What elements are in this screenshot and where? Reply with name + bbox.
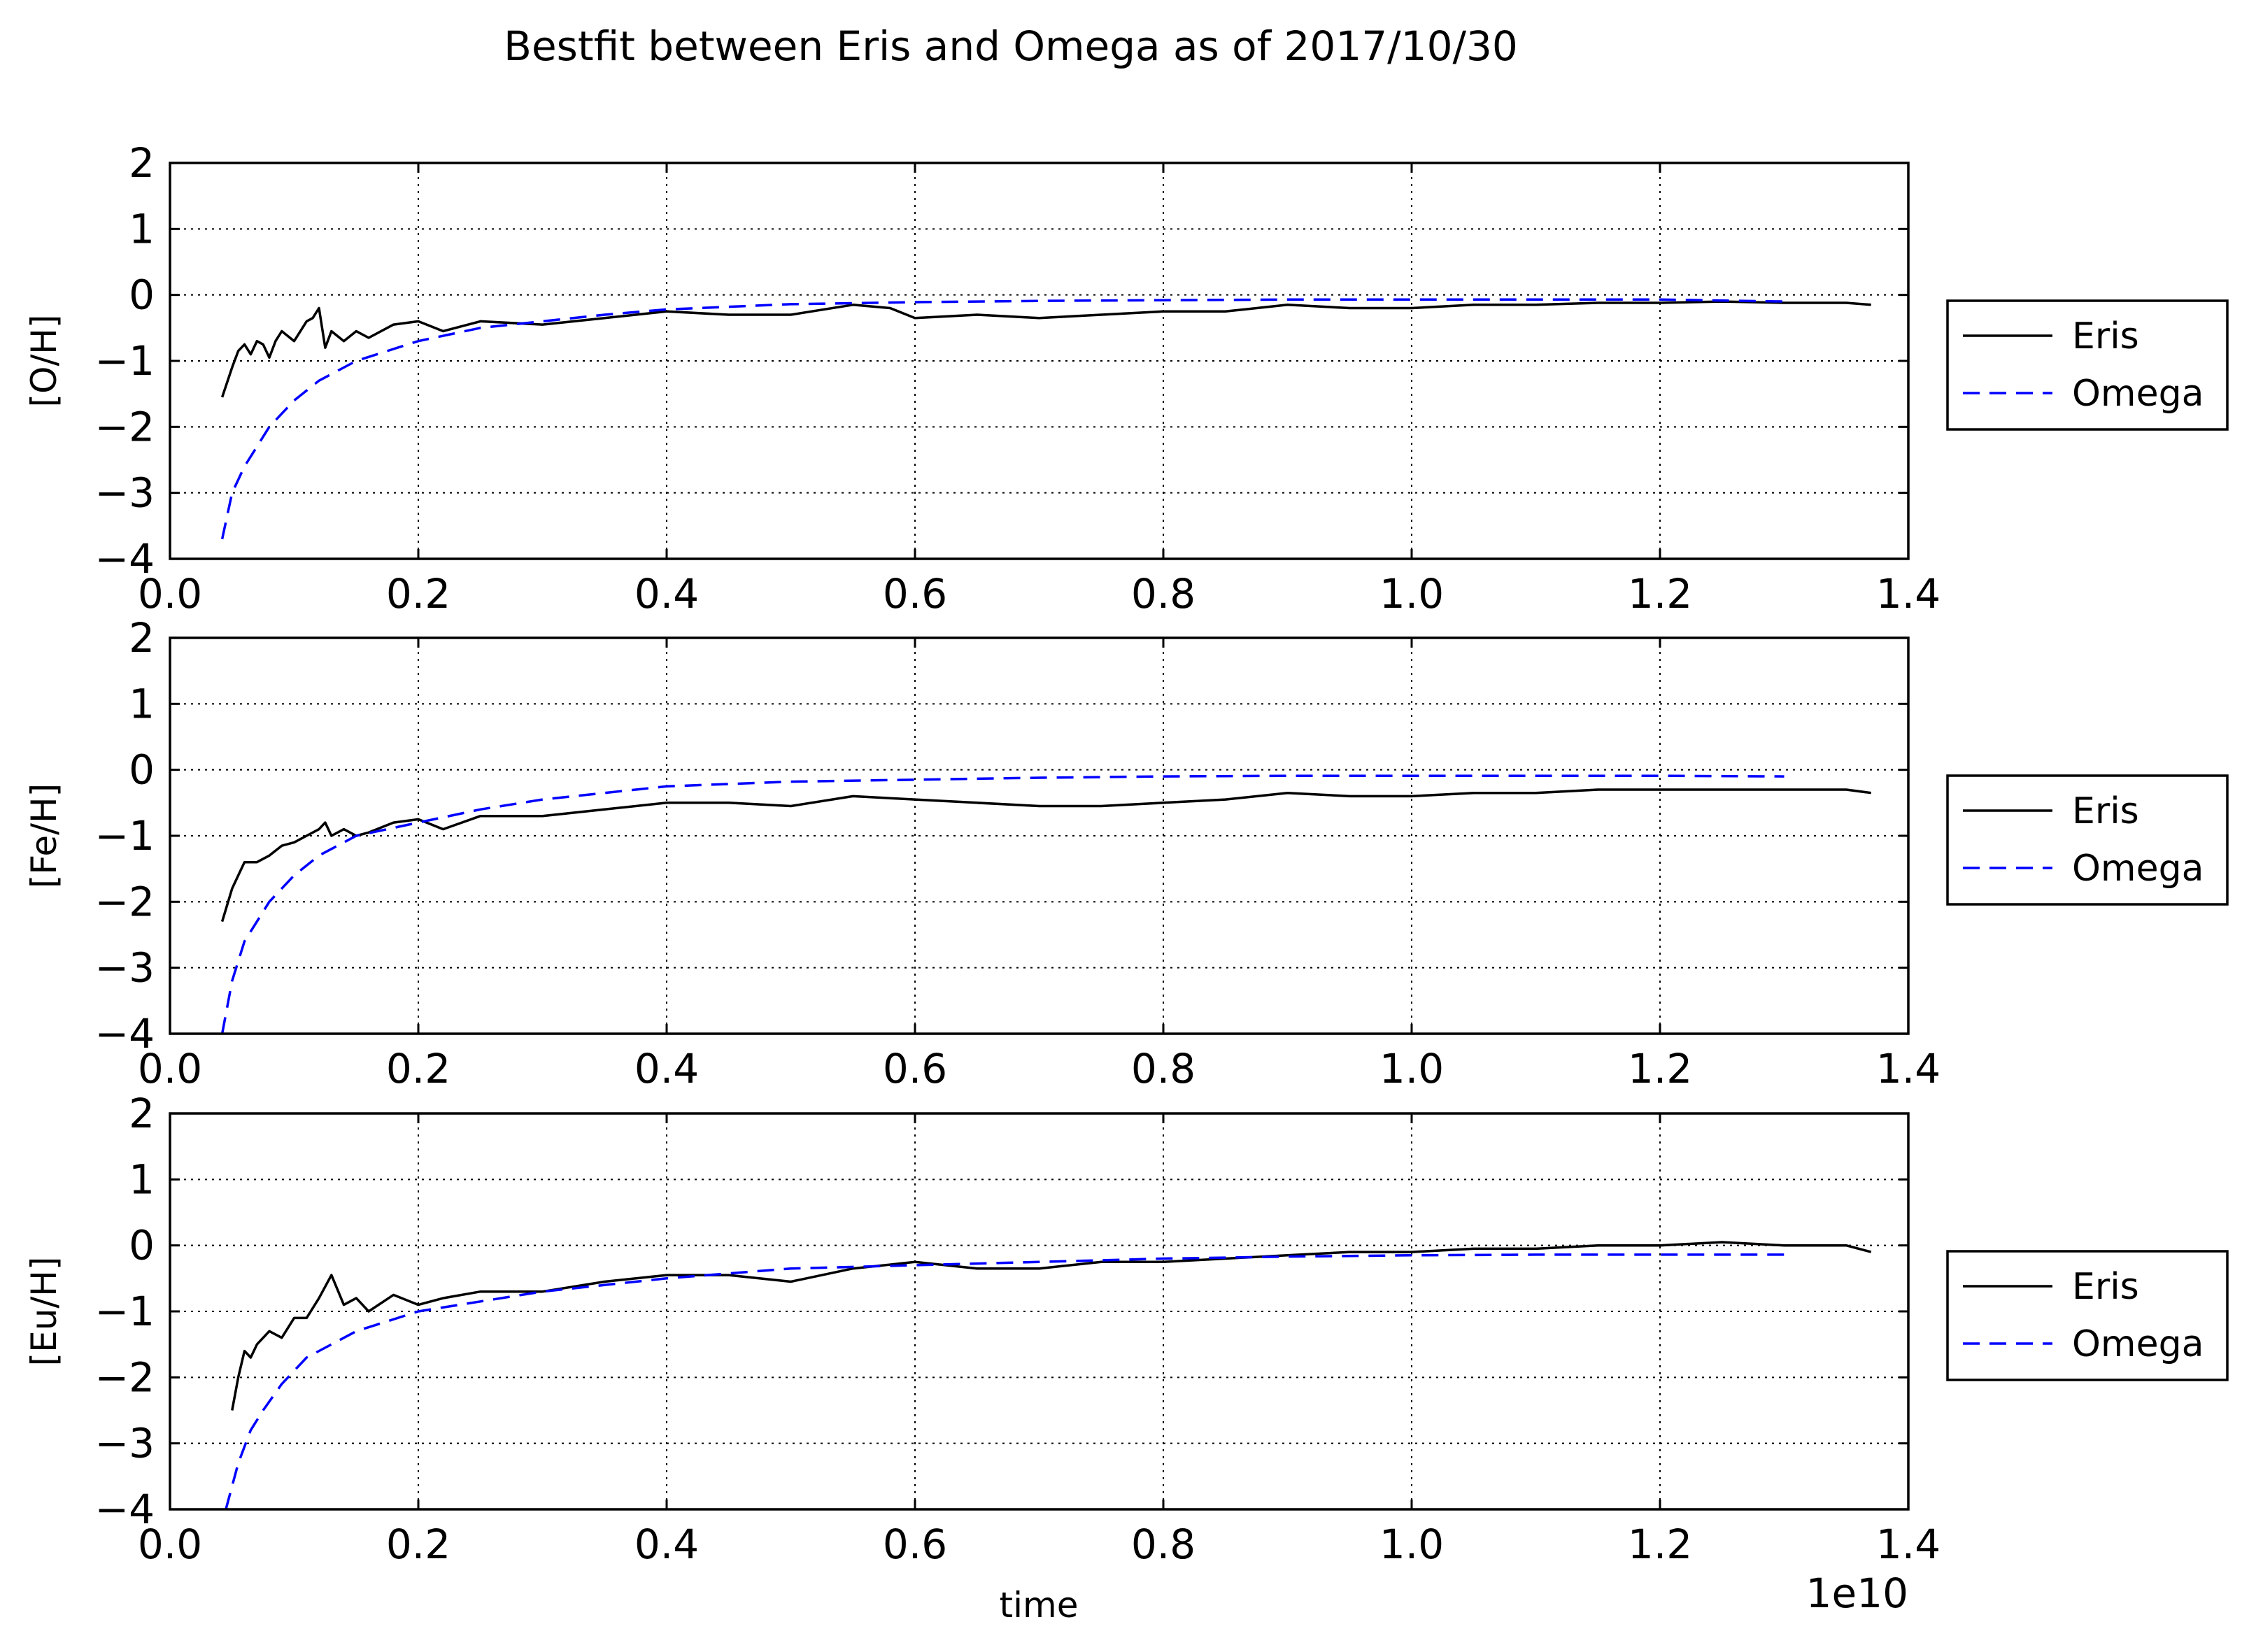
x-tick-label: 0.0	[138, 1521, 202, 1568]
legend-box	[1946, 299, 2229, 431]
y-tick-label: −3	[95, 944, 155, 992]
y-tick-label: −1	[95, 812, 155, 860]
x-tick-label: 0.6	[883, 1521, 947, 1568]
legend-box	[1946, 1250, 2229, 1381]
y-tick-label: −2	[95, 403, 155, 450]
x-tick-label: 0.6	[883, 1045, 947, 1092]
axis-ticks: 0.0 0.2 0.4 0.6 0.8 1.0 1.2 1.4 2 1 0 −1 −2 −3 −4	[95, 1090, 1941, 1568]
x-tick-label: 1.4	[1876, 570, 1941, 618]
x-tick-label: 1.0	[1379, 570, 1444, 618]
legend-label: Omega	[2072, 373, 2204, 415]
grid-lines	[170, 638, 1908, 1034]
legend-label: Eris	[2072, 315, 2139, 357]
series-line-eris	[220, 300, 1871, 398]
subplot-2: 0.0 0.2 0.4 0.6 0.8 1.0 1.2 1.4 2 1 0 −1 −2 −3 −4 [Fe/H…	[24, 614, 2229, 1092]
grid-lines	[170, 163, 1908, 559]
series-line-eris	[220, 788, 1872, 923]
x-tick-label: 0.8	[1131, 1521, 1196, 1568]
y-tick-label: 0	[129, 1222, 155, 1269]
x-tick-label: 0.6	[883, 570, 947, 618]
x-tick-label: 0.4	[634, 1045, 699, 1092]
series-line-omega	[220, 298, 1785, 540]
subplot-3: 0.0 0.2 0.4 0.6 0.8 1.0 1.2 1.4 2 1 0 −1 −2 −3 −4 [Eu/H…	[24, 1090, 2229, 1568]
x-tick-label: 1.4	[1876, 1521, 1941, 1568]
y-axis-label: [Fe/H]	[24, 783, 64, 888]
series-line-eris	[231, 1241, 1872, 1411]
x-tick-label: 0.8	[1131, 1045, 1196, 1092]
legend: Eris Omega	[1946, 299, 2229, 431]
axis-ticks: 0.0 0.2 0.4 0.6 0.8 1.0 1.2 1.4 2 1 0 −1 −2 −3 −4	[95, 614, 1941, 1092]
y-tick-label: −3	[95, 469, 155, 517]
x-tick-label: 1.0	[1379, 1521, 1444, 1568]
legend-label: Omega	[2072, 848, 2204, 890]
y-tick-label: −4	[95, 1486, 155, 1533]
legend: Eris Omega	[1946, 1250, 2229, 1381]
legend-label: Omega	[2072, 1323, 2204, 1365]
y-tick-label: −1	[95, 1288, 155, 1335]
figure-title: Bestfit between Eris and Omega as of 201…	[504, 22, 1518, 70]
y-tick-label: 1	[129, 205, 155, 252]
x-tick-label: 0.2	[386, 1521, 450, 1568]
legend-box	[1946, 774, 2229, 906]
x-tick-label: 1.2	[1628, 1521, 1692, 1568]
x-tick-label: 1.2	[1628, 570, 1692, 618]
x-tick-label: 1.4	[1876, 1045, 1941, 1092]
y-tick-label: −4	[95, 535, 155, 583]
x-tick-label: 1.2	[1628, 1045, 1692, 1092]
x-tick-label: 0.4	[634, 570, 699, 618]
subplot-1: 0.0 0.2 0.4 0.6 0.8 1.0 1.2 1.4 2 1 0 −1 −2 −3 −4 [O/H]…	[24, 139, 2229, 618]
y-tick-label: 2	[129, 1090, 155, 1137]
legend: Eris Omega	[1946, 774, 2229, 906]
y-tick-label: 1	[129, 680, 155, 727]
y-tick-label: 0	[129, 746, 155, 794]
y-tick-label: −1	[95, 337, 155, 385]
x-tick-label: 0.4	[634, 1521, 699, 1568]
series-line-omega	[220, 774, 1785, 1034]
x-tick-label: 0.0	[138, 570, 202, 618]
legend-label: Eris	[2072, 1266, 2139, 1308]
x-tick-label: 0.2	[386, 1045, 450, 1092]
y-axis-label: [Eu/H]	[24, 1257, 64, 1367]
subplot-panels: 0.0 0.2 0.4 0.6 0.8 1.0 1.2 1.4 2 1 0 −1 −2 −3 −4 [O/H]…	[24, 139, 2229, 1568]
y-tick-label: 2	[129, 614, 155, 662]
x-tick-label: 1.0	[1379, 1045, 1444, 1092]
y-tick-label: 1	[129, 1155, 155, 1203]
y-tick-label: 0	[129, 271, 155, 319]
x-tick-label: 0.0	[138, 1045, 202, 1092]
y-tick-label: 2	[129, 139, 155, 187]
x-tick-label: 0.8	[1131, 570, 1196, 618]
y-tick-label: −2	[95, 878, 155, 925]
series-line-omega	[225, 1253, 1785, 1510]
y-tick-label: −2	[95, 1353, 155, 1401]
axis-ticks: 0.0 0.2 0.4 0.6 0.8 1.0 1.2 1.4 2 1 0 −1 −2 −3 −4	[95, 139, 1941, 618]
x-offset-label: 1e10	[1806, 1569, 1908, 1617]
x-axis-label: time	[1000, 1585, 1079, 1625]
y-tick-label: −4	[95, 1010, 155, 1058]
y-axis-label: [O/H]	[24, 315, 64, 408]
y-tick-label: −3	[95, 1420, 155, 1467]
x-tick-label: 0.2	[386, 570, 450, 618]
legend-label: Eris	[2072, 790, 2139, 832]
